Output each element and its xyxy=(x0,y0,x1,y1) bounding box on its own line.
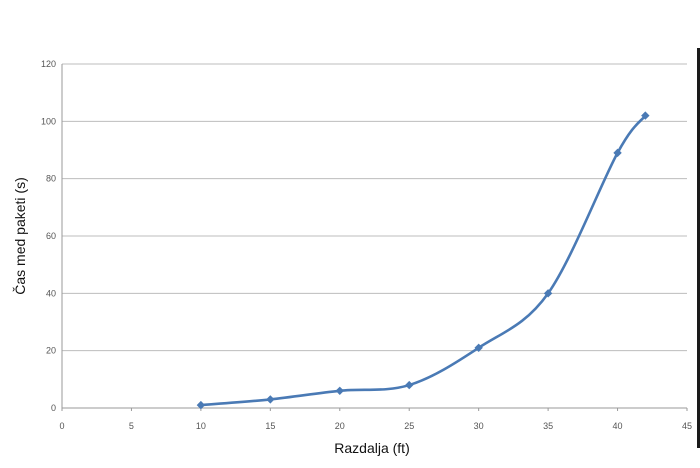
x-tick-label: 25 xyxy=(404,421,414,431)
x-tick-label: 15 xyxy=(265,421,275,431)
y-tick-label: 60 xyxy=(46,231,56,241)
x-tick-label: 20 xyxy=(335,421,345,431)
axes xyxy=(61,64,688,411)
data-point-marker xyxy=(641,111,650,120)
y-tick-label: 40 xyxy=(46,288,56,298)
x-tick-label: 30 xyxy=(474,421,484,431)
x-tick-label: 35 xyxy=(543,421,553,431)
data-point-marker xyxy=(474,343,483,352)
x-axis-title: Razdalja (ft) xyxy=(334,440,409,456)
x-tick-label: 5 xyxy=(129,421,134,431)
x-tick-label: 40 xyxy=(613,421,623,431)
data-point-marker xyxy=(613,148,622,158)
y-tick-label: 120 xyxy=(41,59,56,69)
series-layer xyxy=(196,111,650,410)
data-point-marker xyxy=(335,386,344,395)
y-axis-title: Čas med paketi (s) xyxy=(12,177,28,294)
y-tick-label: 100 xyxy=(41,116,56,126)
x-tick-label: 10 xyxy=(196,421,206,431)
x-tick-label: 45 xyxy=(682,421,692,431)
data-point-marker xyxy=(266,395,275,404)
x-tick-label: 0 xyxy=(59,421,64,431)
tick-labels: 0 20 40 60 80 100 120 0 5 10 15 20 25 30 35 40 45 xyxy=(41,59,692,431)
series-line xyxy=(199,114,647,407)
y-tick-label: 0 xyxy=(51,403,56,413)
data-point-marker xyxy=(196,400,206,410)
y-tick-label: 20 xyxy=(46,346,56,356)
data-point-marker xyxy=(405,380,414,390)
right-edge-divider xyxy=(697,48,700,448)
data-point-marker xyxy=(543,289,553,298)
gridlines xyxy=(62,63,687,352)
y-tick-label: 80 xyxy=(46,174,56,184)
